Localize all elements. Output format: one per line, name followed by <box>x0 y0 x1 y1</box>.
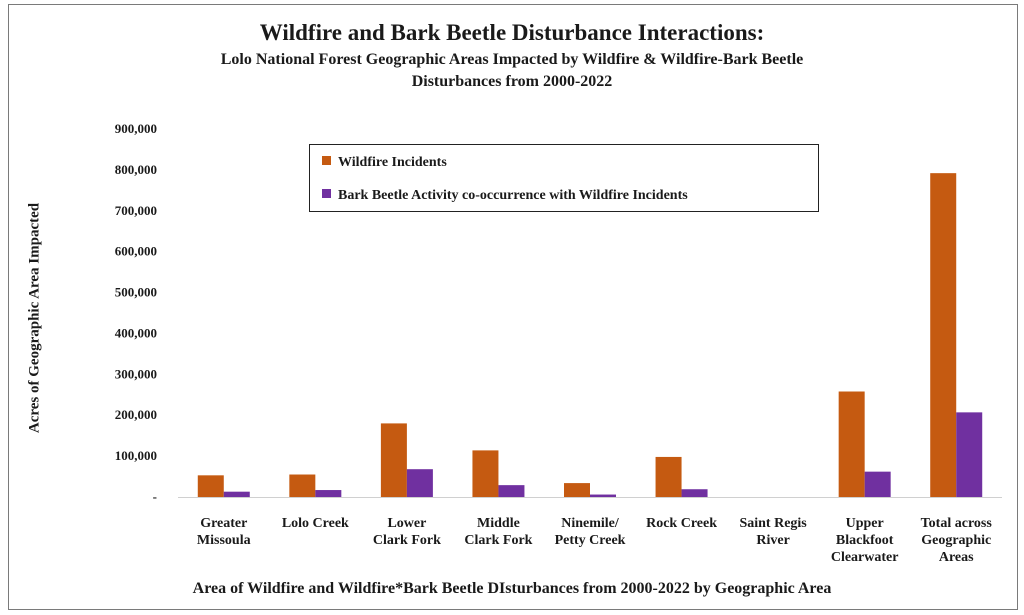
legend-label-bark-beetle: Bark Beetle Activity co-occurrence with … <box>338 188 688 203</box>
chart-subtitle-line-1: Lolo National Forest Geographic Areas Im… <box>220 51 804 68</box>
chart-title: Wildfire and Bark Beetle Disturbance Int… <box>259 20 765 45</box>
x-category-label: Ninemile/Petty Creek <box>555 516 626 548</box>
bar-wildfire <box>930 173 957 497</box>
x-category-label: Rock Creek <box>646 516 717 531</box>
legend-label-wildfire: Wildfire Incidents <box>338 155 447 170</box>
bar-bark-beetle <box>681 489 708 497</box>
bar-bark-beetle <box>864 471 891 497</box>
legend-item-wildfire: Wildfire Incidents <box>322 155 447 171</box>
y-tick-label: 300,000 <box>115 366 157 381</box>
y-tick-label: 900,000 <box>115 121 157 136</box>
y-tick-label: 100,000 <box>115 448 157 463</box>
bar-wildfire <box>838 391 865 497</box>
x-category-label: Total across Geographic Areas <box>921 516 993 565</box>
bar-bark-beetle <box>223 491 250 497</box>
legend-swatch-wildfire <box>322 156 331 165</box>
bar-wildfire <box>289 474 316 497</box>
y-tick-label: - <box>153 489 157 504</box>
bar-wildfire <box>472 450 499 497</box>
chart-frame <box>8 4 1018 610</box>
bar-bark-beetle <box>590 494 616 497</box>
y-tick-label: 400,000 <box>115 325 157 340</box>
y-tick-label: 200,000 <box>115 407 157 422</box>
x-category-label: Greater Missoula <box>197 516 251 548</box>
legend-item-bark-beetle: Bark Beetle Activity co-occurrence with … <box>322 188 688 204</box>
legend-swatch-bark-beetle <box>322 189 331 198</box>
bar-bark-beetle <box>956 412 983 497</box>
x-category-label: Lower Clark Fork <box>373 516 441 548</box>
bar-bark-beetle <box>406 469 433 497</box>
bar-bark-beetle <box>315 490 342 497</box>
x-category-label: Middle Clark Fork <box>464 516 532 548</box>
bar-wildfire <box>197 475 224 497</box>
x-category-label: Upper Blackfoot Clearwater <box>831 516 899 565</box>
chart-subtitle-line-2: Disturbances from 2000-2022 <box>411 73 613 90</box>
y-tick-label: 500,000 <box>115 285 157 300</box>
legend: Wildfire Incidents Bark Beetle Activity … <box>309 144 819 212</box>
y-tick-label: 600,000 <box>115 244 157 259</box>
x-category-label: Lolo Creek <box>282 516 349 531</box>
x-category-label: Saint Regis River <box>739 516 807 548</box>
y-tick-label: 700,000 <box>115 203 157 218</box>
bar-wildfire <box>380 423 407 497</box>
bar-bark-beetle <box>498 485 525 497</box>
bar-wildfire <box>564 483 590 497</box>
bar-wildfire <box>655 456 682 497</box>
x-axis-label: Area of Wildfire and Wildfire*Bark Beetl… <box>192 580 832 597</box>
y-tick-label: 800,000 <box>115 162 157 177</box>
